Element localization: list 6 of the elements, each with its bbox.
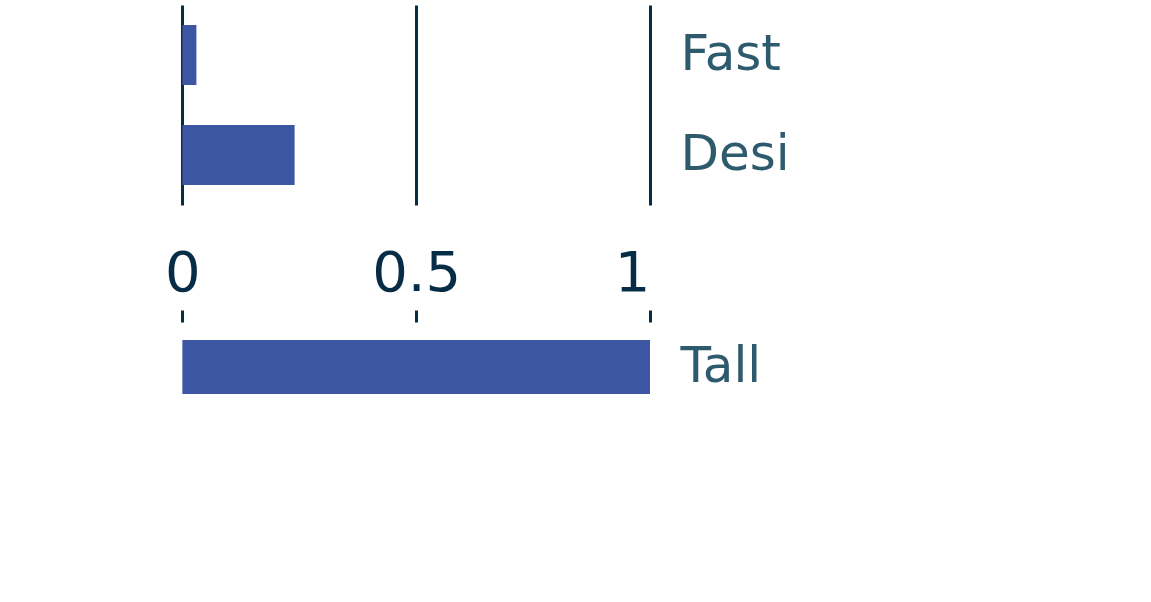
x-tick-label: 1 xyxy=(614,238,651,304)
x-tick-label: 0 xyxy=(165,238,201,304)
y-tick-label: Fast xyxy=(680,24,781,82)
x-tick-label: 0.5 xyxy=(372,238,462,304)
y-tick-label: Tall xyxy=(679,336,762,394)
y-tick-label: Desi xyxy=(680,124,790,182)
